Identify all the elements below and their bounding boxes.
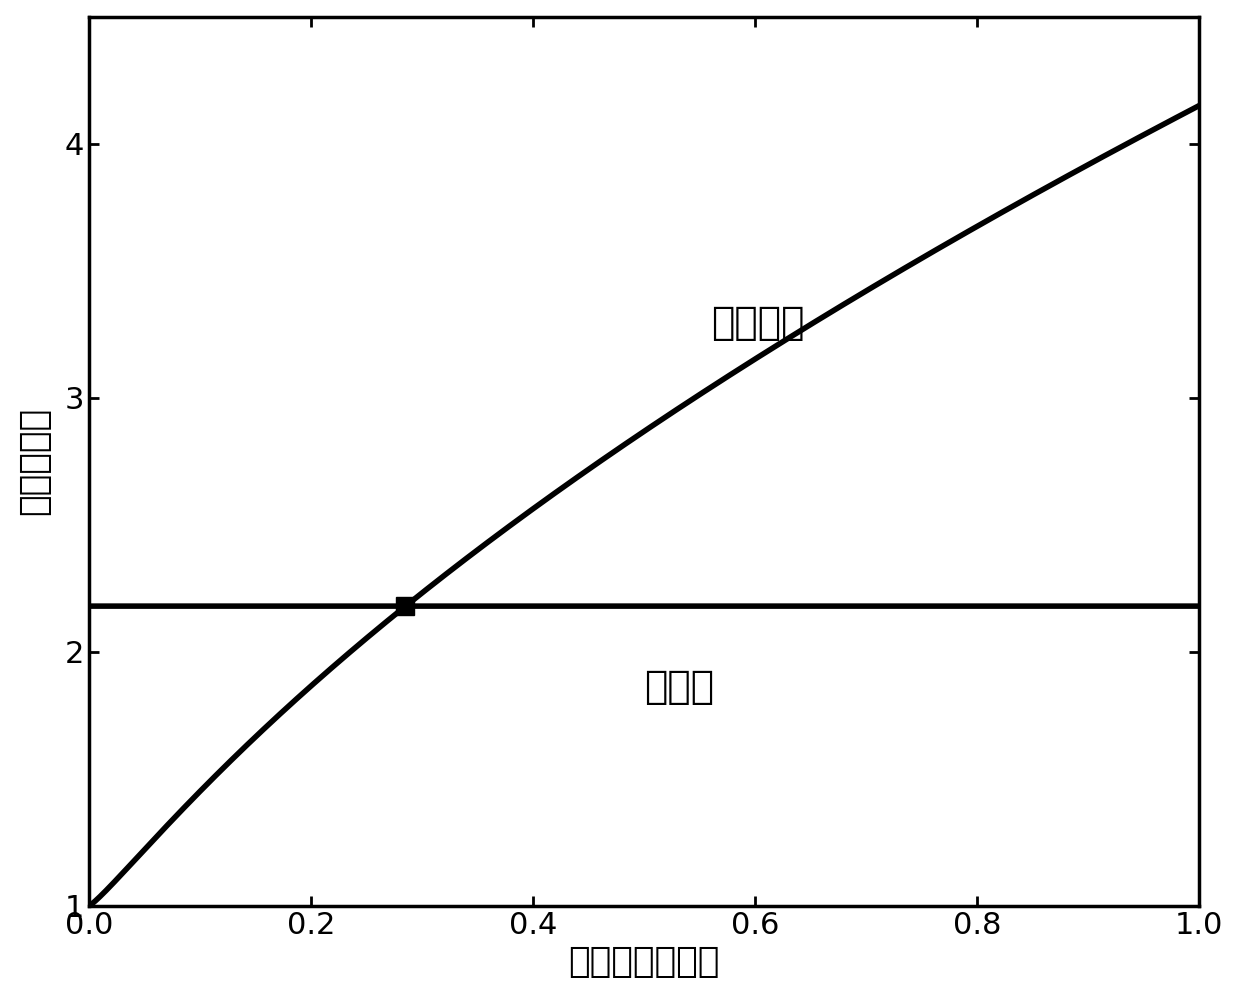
Y-axis label: 有效折射率: 有效折射率 [16,407,51,515]
X-axis label: 频率（太赫兹）: 频率（太赫兹） [568,945,719,979]
Text: 泵浦光: 泵浦光 [644,667,714,705]
Text: 太赫兹波: 太赫兹波 [711,304,805,343]
